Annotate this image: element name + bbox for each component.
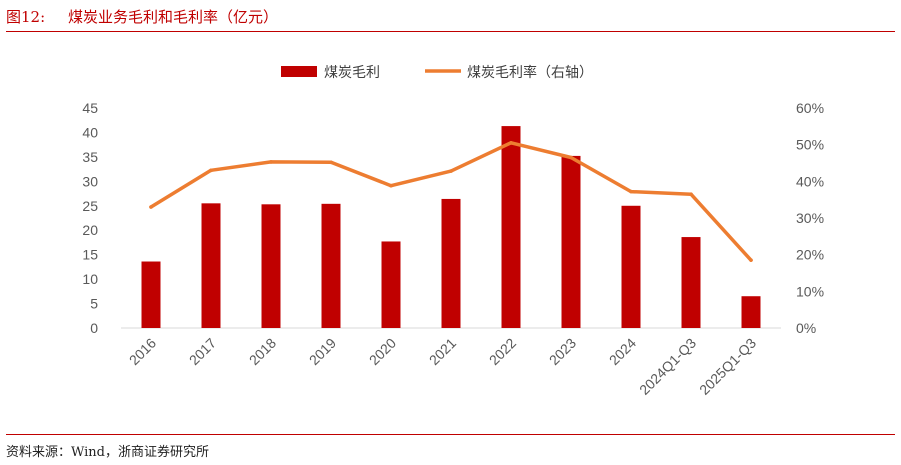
line-point [629, 189, 633, 194]
x-tick-label: 2023 [546, 335, 579, 368]
left-axis-tick-label: 20 [82, 222, 98, 238]
figure-number: 图12: [6, 8, 46, 26]
left-axis-tick-label: 0 [90, 320, 98, 336]
left-axis-tick-label: 10 [82, 271, 98, 287]
line-point [449, 169, 453, 173]
line-point [329, 160, 333, 165]
x-tick-label: 2016 [126, 335, 159, 368]
legend-bar-swatch [281, 66, 317, 77]
line-point [209, 168, 213, 173]
right-axis-tick-label: 30% [796, 210, 824, 226]
left-axis-tick-label: 15 [82, 247, 98, 263]
x-tick-label: 2022 [486, 335, 519, 368]
bar [621, 205, 641, 328]
line-point [749, 258, 753, 262]
x-tick-label: 2024Q1-Q3 [636, 335, 699, 398]
line-point [509, 141, 513, 145]
bar [741, 296, 761, 328]
x-tick-label: 2020 [366, 335, 399, 368]
line-point [389, 183, 393, 188]
x-tick-label: 2017 [186, 335, 219, 368]
right-axis-tick-label: 20% [796, 247, 824, 263]
x-tick-label: 2019 [306, 335, 339, 368]
bar [561, 155, 581, 328]
left-axis-tick-label: 30 [82, 173, 98, 189]
x-tick-label: 2018 [246, 335, 279, 368]
figure-title: 煤炭业务毛利和毛利率（亿元） [68, 8, 279, 26]
legend-bar-label: 煤炭毛利 [324, 65, 380, 81]
bar [321, 203, 341, 328]
line-point [149, 205, 153, 209]
left-axis-tick-label: 40 [82, 124, 98, 140]
bar [201, 203, 221, 328]
right-axis-tick-label: 50% [796, 137, 824, 153]
line-point [689, 192, 693, 196]
right-axis-tick-label: 60% [796, 100, 824, 116]
bar [501, 126, 521, 328]
bar [381, 241, 401, 328]
bar [441, 198, 461, 328]
source-note: 资料来源：Wind，浙商证券研究所 [6, 445, 209, 460]
figure-header: 图12: 煤炭业务毛利和毛利率（亿元） [6, 4, 895, 32]
right-axis-tick-label: 10% [796, 283, 824, 299]
legend-line-label: 煤炭毛利率（右轴） [467, 64, 593, 81]
x-tick-label: 2024 [606, 335, 639, 368]
footer-divider [6, 434, 895, 435]
line-point [269, 160, 273, 164]
left-axis-tick-label: 5 [90, 296, 98, 312]
line-point [569, 155, 573, 160]
bar [261, 204, 281, 328]
bar [681, 237, 701, 328]
left-axis-tick-label: 45 [82, 100, 98, 116]
bar [141, 261, 161, 328]
right-axis-tick-label: 0% [796, 320, 816, 336]
right-axis-tick-label: 40% [796, 173, 824, 189]
x-tick-label: 2025Q1-Q3 [696, 335, 759, 398]
left-axis-tick-label: 25 [82, 198, 98, 214]
chart: 0 5 10 15 20 25 30 35 40 45 0% 10% 20% 30% 40% 50% 60% 20… [82, 64, 824, 398]
left-axis-tick-label: 35 [82, 149, 98, 165]
x-tick-label: 2021 [426, 335, 459, 368]
